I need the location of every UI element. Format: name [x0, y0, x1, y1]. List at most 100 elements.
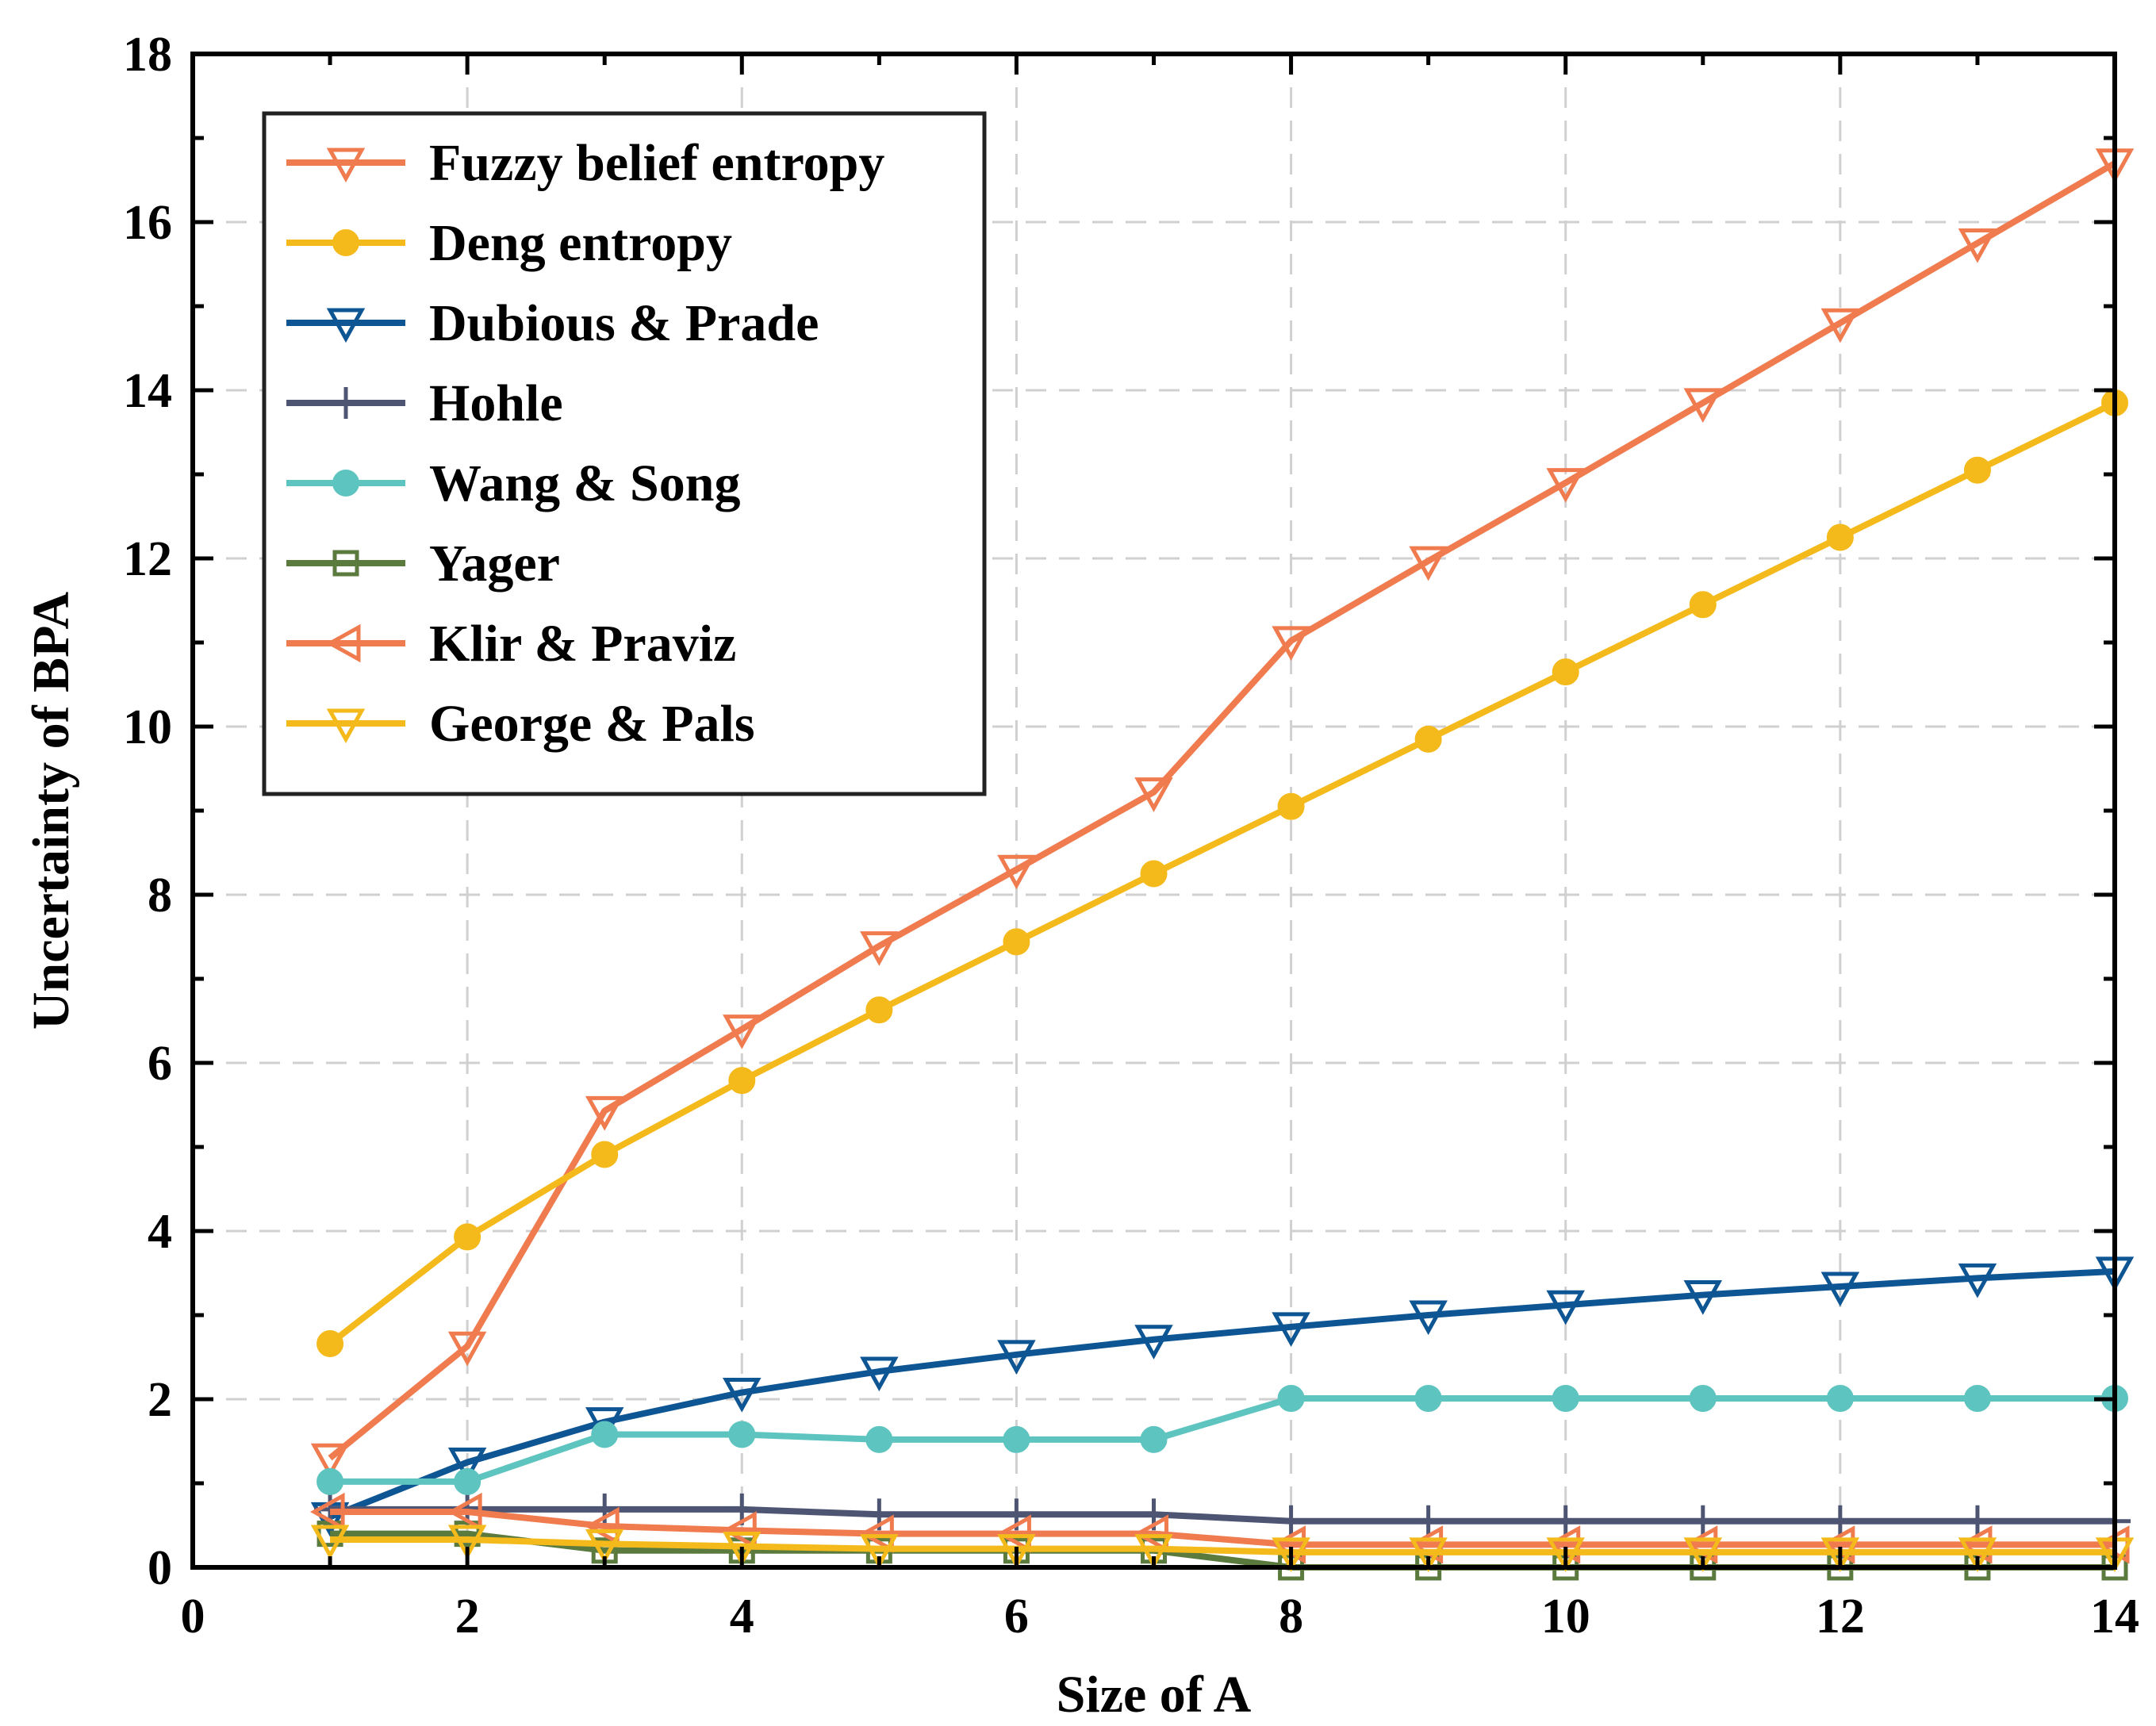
y-tick-label: 2 — [148, 1373, 172, 1427]
x-tick-label: 2 — [455, 1590, 480, 1644]
data-point — [728, 1067, 756, 1095]
x-tick-label: 8 — [1279, 1590, 1303, 1644]
data-point — [1683, 388, 1723, 424]
data-point — [1546, 468, 1585, 503]
data-point — [1689, 591, 1717, 619]
x-axis-title: Size of A — [1057, 1666, 1252, 1724]
y-tick-label: 18 — [123, 28, 172, 82]
data-point — [1546, 1537, 1585, 1573]
y-tick-label: 0 — [148, 1541, 172, 1595]
series-line — [330, 1509, 2115, 1548]
legend-item: Wang & Song — [286, 455, 740, 512]
y-tick-label: 8 — [148, 869, 172, 922]
data-point — [1140, 1425, 1168, 1453]
legend-item: George & Pals — [286, 695, 755, 753]
data-point — [585, 1095, 624, 1131]
data-point — [1963, 1384, 1991, 1412]
data-point — [1409, 546, 1448, 581]
data-point — [591, 1421, 619, 1448]
data-point — [1826, 524, 1854, 551]
x-tick-label: 6 — [1004, 1590, 1029, 1644]
data-point — [1552, 1384, 1579, 1412]
y-tick-label: 12 — [123, 532, 172, 586]
axis-ticks: 0 2 4 6 8 10 12 14 0 2 4 6 8 10 12 14 16 18 — [123, 28, 2139, 1644]
y-tick-label: 16 — [123, 196, 172, 250]
data-point — [1683, 1280, 1723, 1315]
data-point — [996, 1514, 1031, 1553]
data-point — [1277, 1384, 1305, 1412]
y-tick-label: 10 — [123, 700, 172, 754]
data-point — [1272, 1312, 1310, 1347]
data-point — [585, 1506, 620, 1546]
data-point — [1958, 1263, 1997, 1298]
data-point — [1409, 1300, 1448, 1336]
data-point — [1140, 860, 1168, 888]
series-line — [330, 1394, 2115, 1485]
data-point — [1820, 308, 1860, 343]
data-point — [860, 1356, 899, 1392]
y-tick-label: 4 — [148, 1205, 172, 1259]
data-point — [316, 1467, 344, 1495]
legend-label: Fuzzy belief entropy — [429, 134, 884, 192]
legend-label: George & Pals — [429, 695, 755, 753]
data-point — [310, 1443, 350, 1479]
data-point — [997, 1534, 1036, 1569]
legend-marker — [332, 470, 359, 497]
data-point — [1820, 1271, 1860, 1307]
legend-marker — [326, 148, 366, 183]
series-line — [328, 1268, 2116, 1521]
data-point — [997, 1340, 1036, 1375]
data-point — [454, 1223, 481, 1251]
legend-label: Yager — [429, 535, 560, 593]
data-point — [1963, 456, 1991, 484]
data-point — [1414, 725, 1442, 753]
data-point — [447, 1492, 482, 1532]
data-point — [1826, 1384, 1854, 1412]
data-point — [1958, 1537, 1997, 1573]
data-point — [1134, 1325, 1173, 1360]
data-point — [454, 1467, 481, 1495]
data-point — [722, 1511, 757, 1550]
series-line — [330, 1536, 2115, 1555]
data-point — [1272, 626, 1310, 662]
data-point — [1549, 1505, 1582, 1537]
series-line — [328, 400, 2116, 1347]
data-point — [1686, 1505, 1719, 1537]
data-point — [1546, 1290, 1585, 1325]
legend-marker — [326, 308, 366, 343]
data-point — [1961, 1505, 1993, 1537]
data-point — [859, 1514, 894, 1553]
legend-marker — [326, 708, 366, 744]
x-tick-label: 12 — [1816, 1590, 1865, 1644]
data-point — [1689, 1384, 1717, 1412]
data-point — [1824, 1505, 1856, 1537]
legend: Fuzzy belief entropy Deng entropy Dubious … — [262, 111, 987, 796]
data-point — [1272, 1537, 1310, 1573]
data-point — [723, 1532, 762, 1567]
data-point — [997, 854, 1036, 890]
data-point — [723, 1015, 762, 1049]
data-point — [1958, 228, 1997, 263]
data-point — [1820, 1537, 1860, 1573]
series-line — [328, 160, 2117, 1461]
data-point — [1414, 1384, 1442, 1412]
data-point — [310, 1525, 350, 1560]
data-point — [860, 1534, 899, 1569]
legend-item: Dubious & Prade — [286, 294, 819, 352]
data-point — [1552, 658, 1579, 686]
legend-label: Deng entropy — [429, 214, 732, 272]
series-7 — [310, 1525, 2135, 1573]
data-point — [1412, 1505, 1444, 1537]
legend-marker — [332, 229, 359, 256]
series-4 — [316, 1384, 2128, 1495]
data-point — [591, 1141, 619, 1168]
data-point — [447, 1331, 487, 1367]
x-tick-label: 10 — [1541, 1590, 1590, 1644]
data-point — [860, 931, 899, 966]
data-point — [447, 1448, 487, 1482]
legend-item: Yager — [286, 535, 560, 593]
y-tick-label: 14 — [123, 364, 172, 418]
series-3 — [314, 1493, 2131, 1537]
y-tick-label: 6 — [148, 1037, 172, 1091]
